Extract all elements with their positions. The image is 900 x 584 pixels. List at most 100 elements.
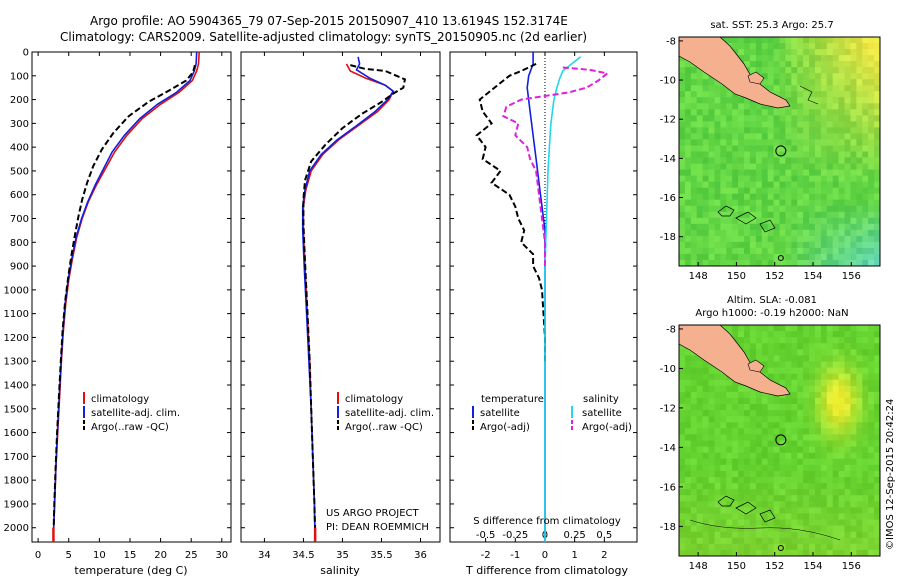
heatmap-cell xyxy=(826,361,834,369)
heatmap-cell xyxy=(868,187,875,195)
heatmap-cell xyxy=(791,199,798,207)
heatmap-cell xyxy=(803,507,810,514)
heatmap-cell xyxy=(820,477,828,484)
heatmap-cell xyxy=(803,91,810,98)
heatmap-cell xyxy=(749,416,757,423)
heatmap-cell xyxy=(696,367,704,375)
heatmap-cell xyxy=(767,241,775,249)
heatmap-cell xyxy=(815,428,822,435)
heatmap-cell xyxy=(868,519,875,527)
heatmap-cell xyxy=(815,139,822,146)
heatmap-cell xyxy=(684,507,692,514)
heatmap-cell xyxy=(832,507,840,514)
heatmap-cell xyxy=(856,121,863,128)
heatmap-cell xyxy=(702,543,709,551)
heatmap-cell xyxy=(761,355,769,362)
heatmap-cell xyxy=(791,349,798,356)
heatmap-cell xyxy=(797,253,804,261)
heatmap-cell xyxy=(809,434,816,441)
heatmap-cell xyxy=(720,477,727,484)
heatmap-cell xyxy=(868,127,875,134)
heatmap-cell xyxy=(690,79,698,86)
heatmap-cell xyxy=(826,133,834,140)
x-tick-label: 2 xyxy=(601,550,607,561)
heatmap-cell xyxy=(779,175,786,183)
heatmap-cell xyxy=(803,55,810,62)
heatmap-cell xyxy=(809,373,816,381)
heatmap-cell xyxy=(850,379,857,387)
heatmap-cell xyxy=(696,163,704,171)
heatmap-cell xyxy=(714,477,721,484)
heatmap-cell xyxy=(684,73,692,80)
depth-tick-label: 500 xyxy=(10,166,29,177)
heatmap-cell xyxy=(684,404,692,411)
heatmap-cell xyxy=(749,331,757,338)
heatmap-cell xyxy=(773,169,780,177)
heatmap-cell xyxy=(755,241,763,249)
heatmap-cell xyxy=(868,43,875,50)
heatmap-cell xyxy=(779,458,786,466)
heatmap-cell xyxy=(874,519,880,527)
heatmap-cell xyxy=(690,501,698,508)
heatmap-cell xyxy=(679,379,686,387)
heatmap-cell xyxy=(856,133,863,140)
heatmap-cell xyxy=(684,235,692,243)
heatmap-cell xyxy=(690,253,698,261)
heatmap-cell xyxy=(826,211,834,219)
heatmap-cell xyxy=(844,139,851,146)
heatmap-cell xyxy=(803,181,810,189)
heatmap-cell xyxy=(832,446,840,454)
heatmap-cell xyxy=(803,193,810,201)
heatmap-cell xyxy=(738,175,745,183)
heatmap-cell xyxy=(708,483,715,490)
heatmap-cell xyxy=(726,241,733,249)
heatmap-cell xyxy=(844,483,851,490)
heatmap-cell xyxy=(832,373,840,381)
heatmap-cell xyxy=(862,205,869,213)
heatmap-cell xyxy=(732,157,739,164)
heatmap-cell xyxy=(702,187,709,195)
heatmap-cell xyxy=(844,325,851,332)
heatmap-cell xyxy=(726,440,733,448)
heatmap-cell xyxy=(815,175,822,183)
heatmap-cell xyxy=(809,537,816,545)
heatmap-cell xyxy=(761,103,769,110)
heatmap-cell xyxy=(755,217,763,225)
heatmap-cell xyxy=(791,169,798,177)
heatmap-cell xyxy=(862,103,869,110)
heatmap-cell xyxy=(690,199,698,207)
heatmap-cell xyxy=(820,379,828,387)
heatmap-cell xyxy=(850,495,857,502)
heatmap-cell xyxy=(815,367,822,375)
heatmap-cell xyxy=(850,440,857,448)
heatmap-cell xyxy=(767,337,775,344)
heatmap-cell xyxy=(755,343,763,350)
heatmap-cell xyxy=(815,241,822,249)
heatmap-cell xyxy=(803,85,810,92)
heatmap-cell xyxy=(832,337,840,344)
heatmap-cell xyxy=(696,175,704,183)
heatmap-cell xyxy=(773,79,780,86)
heatmap-cell xyxy=(732,513,739,520)
heatmap-cell xyxy=(720,507,727,514)
heatmap-cell xyxy=(684,489,692,496)
heatmap-cell xyxy=(815,446,822,454)
heatmap-cell xyxy=(749,440,757,448)
heatmap-cell xyxy=(820,385,828,393)
heatmap-cell xyxy=(826,525,834,533)
heatmap-cell xyxy=(862,37,869,44)
heatmap-cell xyxy=(720,169,727,177)
heatmap-cell xyxy=(803,325,810,332)
heatmap-cell xyxy=(726,145,733,152)
heatmap-cell xyxy=(738,391,745,399)
t-difference-axis-label: T difference from climatology xyxy=(465,564,628,577)
heatmap-cell xyxy=(726,199,733,207)
heatmap-cell xyxy=(679,495,686,502)
heatmap-cell xyxy=(832,175,840,183)
heatmap-cell xyxy=(850,37,857,44)
heatmap-cell xyxy=(773,361,780,369)
heatmap-cell xyxy=(844,55,851,62)
heatmap-cell xyxy=(862,446,869,454)
heatmap-cell xyxy=(738,55,745,62)
heatmap-cell xyxy=(732,458,739,466)
